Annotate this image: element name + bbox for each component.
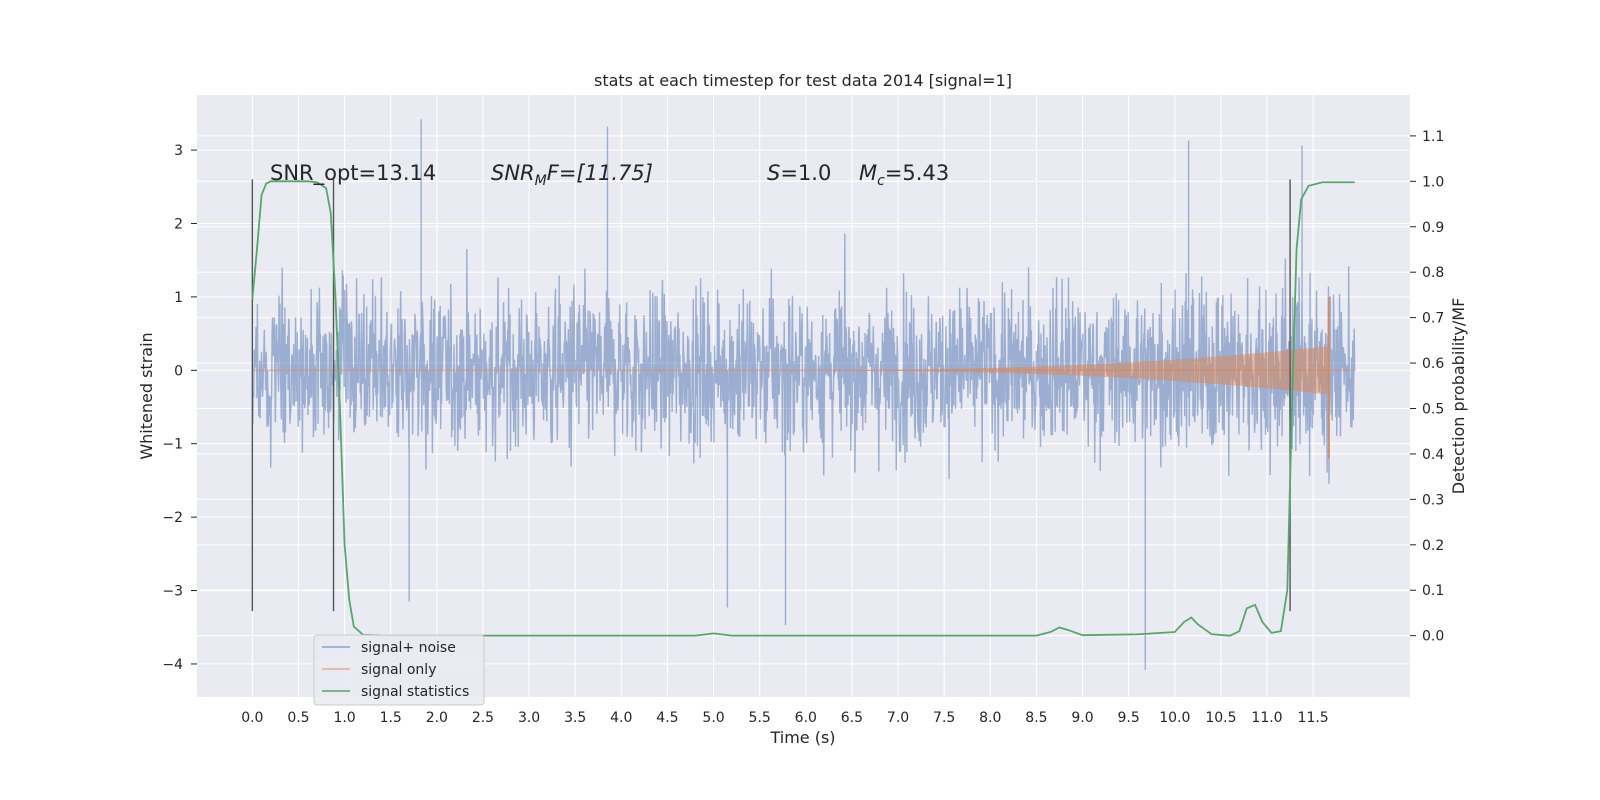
y-tick-label: −4 [162, 657, 183, 673]
annotation-snr-mf: SNRMF=[11.75] [491, 161, 653, 189]
x-axis-ticks: 0.0 0.5 1.0 1.5 2.0 2.5 3.0 3.5 4.0 4.5 5.0 5.5 6.0 6… [241, 710, 1329, 726]
x-tick-label: 0.5 [287, 710, 309, 726]
y-tick-label: 0 [174, 363, 183, 379]
x-tick-label: 0.0 [241, 710, 263, 726]
x-tick-label: 6.5 [841, 710, 863, 726]
x-tick-label: 6.0 [795, 710, 817, 726]
legend: signal+ noise signal only signal statist… [313, 634, 485, 706]
y-tick-label: −3 [162, 584, 183, 600]
x-tick-label: 5.0 [702, 710, 724, 726]
x-tick-label: 2.5 [472, 710, 494, 726]
y2-tick-label: 0.2 [1422, 538, 1444, 554]
y2-tick-label: 1.0 [1422, 174, 1444, 190]
y-tick-label: −1 [162, 437, 183, 453]
x-tick-label: 2.0 [426, 710, 448, 726]
y2-tick-label: 0.7 [1422, 311, 1444, 327]
y-tick-label: 2 [174, 216, 183, 232]
x-tick-label: 8.0 [979, 710, 1001, 726]
y-tick-label: −2 [162, 510, 183, 526]
annotation-s: S=1.0 [767, 161, 831, 185]
x-tick-label: 1.0 [333, 710, 355, 726]
x-tick-label: 10.5 [1205, 710, 1236, 726]
y2-tick-label: 0.8 [1422, 265, 1444, 281]
y2-tick-label: 0.4 [1422, 447, 1444, 463]
legend-label-signal-statistics: signal statistics [361, 684, 469, 700]
y2-tick-label: 0.9 [1422, 220, 1444, 236]
y2-tick-label: 0.1 [1422, 583, 1444, 599]
x-tick-label: 11.5 [1298, 710, 1329, 726]
y2-tick-label: 1.1 [1422, 129, 1444, 145]
y-tick-label: 1 [174, 290, 183, 306]
y2-tick-label: 0.5 [1422, 401, 1444, 417]
x-tick-label: 4.0 [610, 710, 632, 726]
annotation-snr-opt: SNR_opt=13.14 [270, 161, 436, 186]
series-signal-statistics-line [251, 180, 1355, 637]
x-tick-label: 9.0 [1071, 710, 1093, 726]
x-axis-label: Time (s) [769, 728, 835, 747]
x-tick-label: 7.0 [887, 710, 909, 726]
x-tick-label: 4.5 [656, 710, 678, 726]
x-tick-label: 7.5 [933, 710, 955, 726]
x-tick-label: 3.0 [518, 710, 540, 726]
x-tick-label: 10.0 [1159, 710, 1190, 726]
y2-axis-ticks: 0.0 0.1 0.2 0.3 0.4 0.5 0.6 0.7 0.8 0.9 1.0 1.1 [1410, 129, 1444, 645]
annotation-mc: Mc=5.43 [859, 161, 949, 189]
x-tick-label: 5.5 [749, 710, 771, 726]
y2-tick-label: 0.6 [1422, 356, 1444, 372]
legend-label-signal-noise: signal+ noise [361, 640, 456, 656]
chart-title: stats at each timestep for test data 201… [594, 71, 1012, 90]
y2-axis-label: Detection probability/MF [1449, 298, 1468, 495]
y-tick-label: 3 [174, 143, 183, 159]
x-tick-label: 3.5 [564, 710, 586, 726]
y2-tick-label: 0.0 [1422, 629, 1444, 645]
y-axis-label: Whitened strain [137, 332, 156, 459]
series-signal-only [252, 296, 1355, 459]
series-signal-noise [251, 119, 1356, 670]
legend-label-signal-only: signal only [361, 662, 436, 678]
x-tick-label: 9.5 [1118, 710, 1140, 726]
series-signal-statistics [251, 180, 1355, 637]
x-tick-label: 8.5 [1025, 710, 1047, 726]
x-tick-label: 1.5 [380, 710, 402, 726]
x-tick-label: 11.0 [1251, 710, 1282, 726]
y-axis-ticks: −4 −3 −2 −1 0 1 2 3 [162, 143, 197, 673]
y2-tick-label: 0.3 [1422, 492, 1444, 508]
series-signal-noise-line [251, 119, 1356, 670]
